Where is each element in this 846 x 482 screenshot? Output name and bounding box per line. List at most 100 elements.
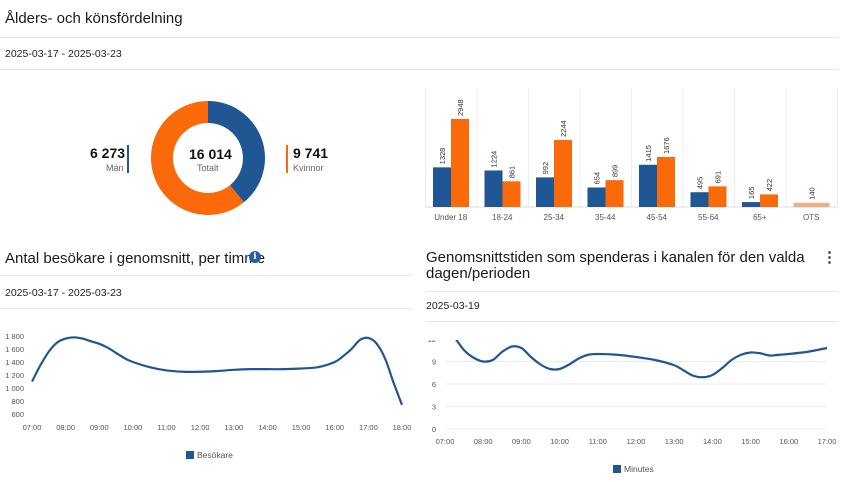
date-range-hourly: 2025-03-17 - 2025-03-23 bbox=[5, 287, 122, 299]
bar-value-label: 1415 bbox=[644, 145, 653, 162]
legend-swatch-visitors bbox=[186, 451, 194, 459]
x-tick-label: 12:00 bbox=[627, 437, 646, 446]
x-tick-label: 16:00 bbox=[779, 437, 798, 446]
section-title-avg-time-line1: Genomsnittstiden som spenderas i kanalen… bbox=[426, 249, 805, 266]
x-tick-label: 07:00 bbox=[23, 423, 42, 432]
bar-women bbox=[760, 194, 778, 207]
x-tick-label: 10:00 bbox=[124, 423, 143, 432]
x-tick-label: 15:00 bbox=[741, 437, 760, 446]
bar-women bbox=[502, 181, 521, 207]
section-title-age-gender: Ålders- och könsfördelning bbox=[5, 10, 183, 27]
bar-value-label: 861 bbox=[508, 166, 517, 179]
x-tick-label: Under 18 bbox=[434, 213, 467, 222]
y-tick-label: 1 600 bbox=[5, 345, 24, 354]
x-tick-label: OTS bbox=[803, 213, 819, 222]
divider bbox=[0, 69, 838, 70]
legend-label-minutes[interactable]: Minutes bbox=[624, 464, 654, 474]
bar-value-label: 1224 bbox=[490, 151, 499, 168]
x-tick-label: 11:00 bbox=[157, 423, 175, 432]
donut-chart bbox=[150, 101, 265, 215]
y-tick-label: 600 bbox=[11, 410, 24, 419]
y-tick-label: 800 bbox=[11, 397, 24, 406]
x-tick-label: 17:00 bbox=[359, 423, 378, 432]
x-tick-label: 14:00 bbox=[703, 437, 722, 446]
bar-women bbox=[554, 140, 572, 207]
x-tick-label: 09:00 bbox=[512, 437, 531, 446]
x-tick-label: 25-34 bbox=[544, 213, 565, 222]
x-tick-label: 55-64 bbox=[698, 213, 719, 222]
x-tick-label: 08:00 bbox=[56, 423, 75, 432]
section-title-avg-time-line2: dagen/perioden bbox=[426, 265, 531, 282]
bar-value-label: 1676 bbox=[662, 137, 671, 154]
men-count: 6 273 bbox=[90, 145, 126, 161]
x-tick-label: 12:00 bbox=[191, 423, 210, 432]
avg-time-line-chart: 0 3 6 9 12 07:00 08:00 09:00 10:00 11:00 12:00 13:0… bbox=[428, 340, 837, 446]
x-tick-label: 13:00 bbox=[224, 423, 243, 432]
x-tick-label: 08:00 bbox=[474, 437, 493, 446]
bar-men bbox=[639, 164, 657, 207]
bar-men bbox=[587, 187, 606, 207]
bar-men bbox=[484, 170, 503, 207]
x-tick-label: 15:00 bbox=[292, 423, 311, 432]
x-tick-label: 16:00 bbox=[325, 423, 344, 432]
y-tick-label: 6 bbox=[432, 380, 436, 389]
divider bbox=[0, 37, 838, 38]
x-tick-label: 18:00 bbox=[393, 423, 412, 432]
bar-value-label: 691 bbox=[714, 171, 723, 184]
y-tick-label: 0 bbox=[432, 425, 436, 434]
divider bbox=[426, 291, 838, 292]
bar-men bbox=[433, 167, 451, 207]
y-tick-label: 1 400 bbox=[5, 358, 24, 367]
donut-slice-women bbox=[150, 101, 244, 215]
divider bbox=[0, 308, 412, 309]
info-icon[interactable]: i bbox=[249, 251, 261, 263]
bar-women bbox=[605, 180, 624, 207]
bar-ots bbox=[793, 202, 830, 207]
x-tick-label: 65+ bbox=[753, 213, 767, 222]
bar-value-label: 422 bbox=[765, 179, 774, 192]
men-marker bbox=[127, 145, 129, 173]
divider bbox=[426, 321, 838, 322]
age-bar-chart: 1328 2948 Under 18 1224 861 18-24 992 2244 25-34… bbox=[425, 88, 838, 222]
legend-label-visitors[interactable]: Besökare bbox=[197, 450, 233, 460]
bar-value-label: 1328 bbox=[438, 148, 447, 165]
bar-value-label: 654 bbox=[593, 172, 602, 185]
series-line-visitors bbox=[31, 336, 404, 406]
y-tick-label: 1 800 bbox=[5, 332, 24, 341]
bar-value-label: 899 bbox=[611, 165, 620, 178]
x-tick-label: 10:00 bbox=[550, 437, 569, 446]
bar-women bbox=[708, 186, 727, 207]
hourly-line-chart: 800 600 1 000 1 200 1 400 1 600 1 800 07:00 08:0… bbox=[5, 332, 412, 432]
x-tick-label: 09:00 bbox=[90, 423, 109, 432]
x-tick-label: 45-54 bbox=[647, 213, 668, 222]
bar-value-label: 495 bbox=[696, 177, 705, 190]
section-title-hourly: Antal besökare i genomsnitt, per timme bbox=[5, 250, 266, 267]
x-tick-label: 17:00 bbox=[818, 437, 837, 446]
men-label: Män bbox=[106, 163, 124, 173]
x-tick-label: 07:00 bbox=[436, 437, 455, 446]
x-tick-label: 14:00 bbox=[258, 423, 277, 432]
x-tick-label: 11:00 bbox=[589, 437, 607, 446]
y-tick-label: 1 000 bbox=[5, 384, 24, 393]
date-range-age-gender: 2025-03-17 - 2025-03-23 bbox=[5, 48, 122, 60]
y-tick-label: 3 bbox=[432, 403, 436, 412]
total-label: Totalt bbox=[197, 163, 219, 173]
x-tick-label: 18-24 bbox=[492, 213, 513, 222]
bar-value-label: 140 bbox=[808, 187, 817, 200]
y-tick-label: 12 bbox=[428, 340, 436, 344]
bar-value-label: 2244 bbox=[559, 120, 568, 137]
bar-value-label: 2948 bbox=[456, 99, 465, 116]
kebab-menu-icon[interactable]: ⋮ bbox=[822, 249, 837, 266]
series-line-minutes bbox=[455, 340, 828, 379]
legend-swatch-minutes bbox=[613, 465, 621, 473]
bar-value-label: 992 bbox=[541, 162, 550, 175]
bar-value-label: 165 bbox=[747, 187, 756, 200]
bar-men bbox=[536, 177, 554, 207]
bar-women bbox=[657, 156, 675, 207]
x-tick-label: 13:00 bbox=[665, 437, 684, 446]
total-count: 16 014 bbox=[189, 146, 232, 162]
bar-women bbox=[451, 119, 469, 207]
women-marker bbox=[286, 145, 288, 173]
date-avg-time: 2025-03-19 bbox=[426, 300, 480, 312]
women-label: Kvinnor bbox=[293, 163, 324, 173]
